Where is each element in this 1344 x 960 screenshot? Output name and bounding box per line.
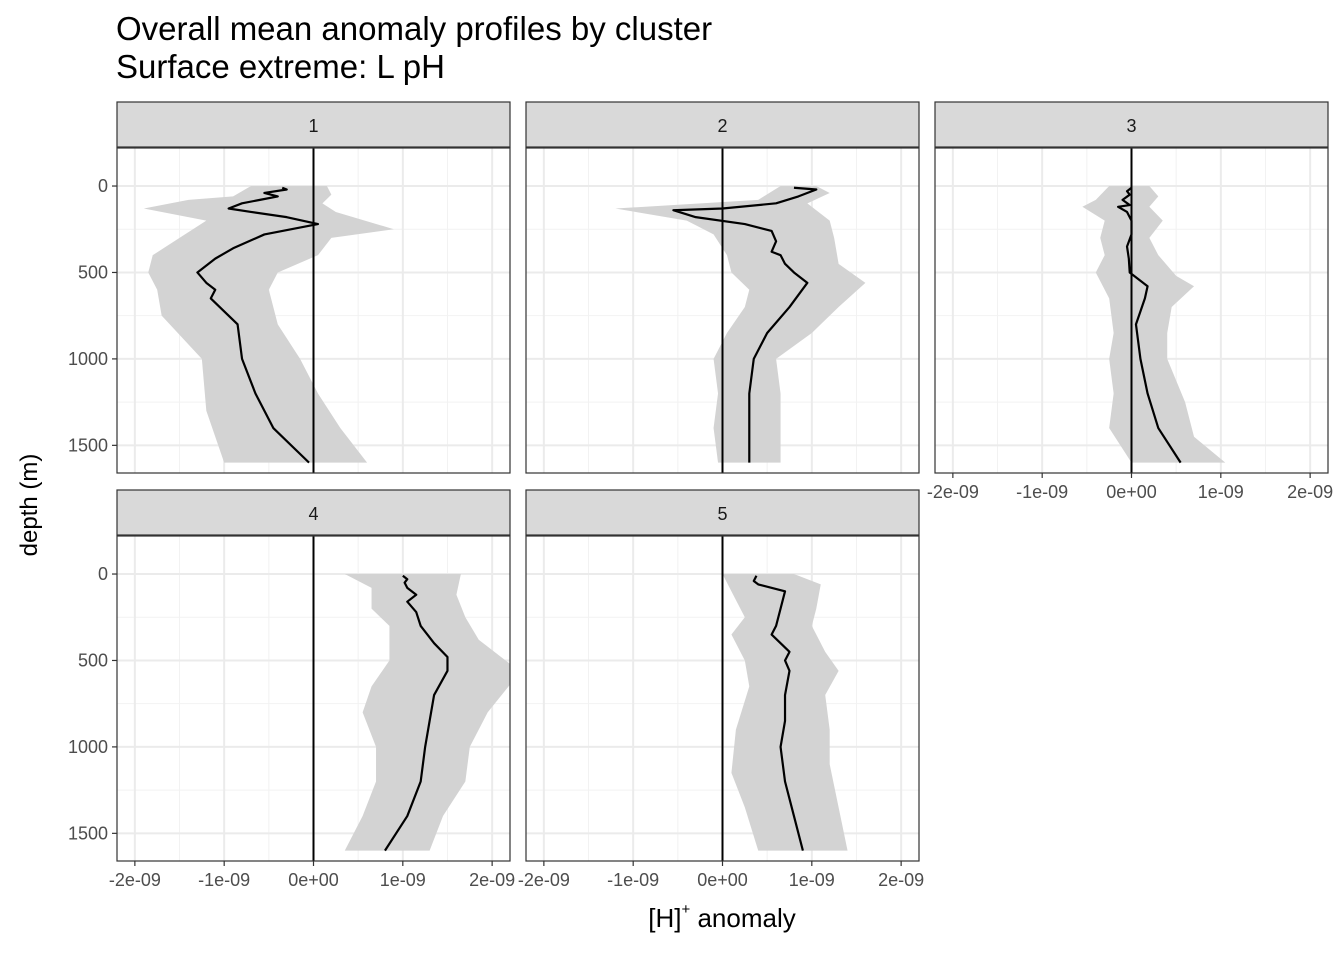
y-tick-label: 500 [78, 262, 108, 282]
y-tick-label: 1500 [68, 435, 108, 455]
x-tick-label: 1e-09 [1198, 482, 1244, 502]
x-tick-label: -1e-09 [607, 870, 659, 890]
x-tick-label: -1e-09 [198, 870, 250, 890]
x-tick-label: 1e-09 [789, 870, 835, 890]
y-tick-label: 1500 [68, 823, 108, 843]
x-tick-label: 2e-09 [878, 870, 924, 890]
x-tick-label: 0e+00 [1106, 482, 1157, 502]
mean-anomaly-line [196, 186, 320, 464]
y-tick-label: 500 [78, 650, 108, 670]
x-tick-label: -1e-09 [1016, 482, 1068, 502]
panel-5: 5 -2e-09 -1e-09 0e+00 1e-09 2e-09 [518, 489, 924, 890]
confidence-ribbon [344, 574, 510, 851]
confidence-ribbon [1082, 186, 1226, 463]
chart-title: Overall mean anomaly profiles by cluster [116, 10, 713, 47]
panel-4: 4 0 500 1000 1500 -2e-09 -1e-09 0e+00 1e-09 2e-09 [68, 489, 515, 890]
x-axis-label-rest: anomaly [690, 903, 796, 933]
panel-3: 3 -2e-09 -1e-09 0e+00 1e-09 2e-09 [927, 101, 1333, 502]
panel-strip-label: 5 [717, 504, 727, 524]
panel-border [116, 147, 511, 474]
x-tick-label: 0e+00 [697, 870, 748, 890]
x-tick-label: -2e-09 [927, 482, 979, 502]
y-tick-label: 0 [98, 176, 108, 196]
mean-anomaly-line [384, 574, 449, 852]
panel-strip [116, 101, 511, 148]
x-tick-label: 2e-09 [1287, 482, 1333, 502]
x-tick-label: 2e-09 [469, 870, 515, 890]
x-axis-label: [H]+ anomaly [648, 901, 796, 934]
panel-strip-label: 4 [308, 504, 318, 524]
panel-strip-label: 2 [717, 116, 727, 136]
panel-border [525, 147, 920, 474]
mean-anomaly-line [1117, 186, 1182, 464]
mean-anomaly-line [752, 575, 804, 851]
panel-strip [116, 489, 511, 536]
panel-strip [934, 101, 1329, 148]
x-axis-label-superscript: + [681, 901, 691, 918]
y-tick-label: 1000 [68, 737, 108, 757]
x-axis-label-main: [H] [648, 903, 682, 933]
x-tick-label: 0e+00 [288, 870, 339, 890]
x-tick-label: -2e-09 [518, 870, 570, 890]
mean-anomaly-line [672, 186, 818, 463]
chart-subtitle: Surface extreme: L pH [116, 48, 445, 85]
confidence-ribbon [615, 186, 866, 463]
panel-strip [525, 101, 920, 148]
panel-1: 1 0 500 1000 1500 [68, 101, 511, 474]
panel-strip [525, 489, 920, 536]
y-tick-label: 1000 [68, 349, 108, 369]
panel-strip-label: 3 [1126, 116, 1136, 136]
panel-2: 2 [525, 101, 920, 474]
confidence-ribbon [143, 186, 394, 463]
y-tick-label: 0 [98, 564, 108, 584]
x-tick-label: -2e-09 [109, 870, 161, 890]
panel-strip-label: 1 [308, 116, 318, 136]
x-tick-label: 1e-09 [380, 870, 426, 890]
